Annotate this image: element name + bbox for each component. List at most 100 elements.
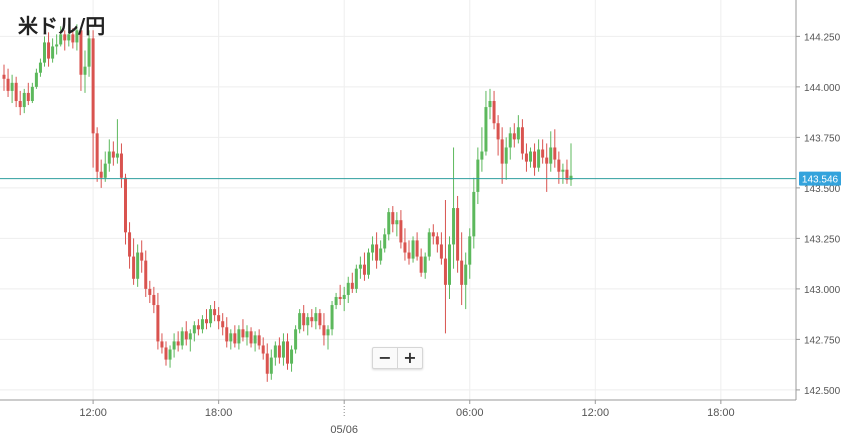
candle [128, 222, 132, 269]
candle [265, 343, 269, 382]
candle [492, 90, 496, 130]
candle-body [200, 319, 204, 330]
candle-body [452, 208, 456, 245]
current-price-label: 143.546 [802, 175, 839, 186]
y-tick-label: 143.500 [804, 184, 841, 195]
candle [164, 341, 168, 366]
candle [529, 147, 532, 168]
candle-body [18, 101, 22, 108]
candle [188, 329, 192, 352]
candle [26, 82, 30, 106]
candle [423, 252, 427, 279]
candle [168, 345, 172, 368]
candle [115, 119, 119, 164]
candle [217, 307, 221, 330]
candle-body [403, 242, 407, 253]
candle [443, 200, 447, 334]
candle-body [371, 244, 375, 253]
candle [261, 337, 265, 360]
candle-body [273, 345, 277, 358]
candle [545, 143, 549, 192]
candle [399, 210, 403, 249]
candle [71, 28, 75, 49]
candle [103, 151, 107, 182]
candle-body [119, 153, 123, 178]
candle-body [103, 163, 107, 178]
candle [172, 333, 176, 358]
candle [273, 341, 277, 366]
candle [431, 224, 435, 245]
zoom-in-button[interactable]: + [403, 348, 417, 367]
candle-body [561, 169, 565, 172]
candle-body [330, 305, 334, 330]
candle-body [431, 232, 435, 237]
candle [306, 313, 310, 336]
candle-body [346, 282, 350, 295]
candle [415, 232, 419, 261]
candle [269, 349, 273, 380]
candle-body [306, 317, 310, 326]
candle-body [290, 349, 294, 364]
candle [314, 307, 318, 330]
y-tick-label: 142.750 [804, 335, 841, 346]
candle-body [241, 329, 245, 338]
candle-body [43, 42, 46, 63]
candle-body [91, 38, 95, 134]
candle-body [128, 232, 132, 257]
candle-body [407, 252, 411, 259]
zoom-out-button[interactable]: − [378, 348, 392, 367]
candle [245, 325, 249, 346]
candle-body [38, 62, 42, 73]
candle [229, 329, 233, 350]
candle-layer [2, 24, 573, 382]
candle-body [34, 72, 38, 87]
candle-body [415, 240, 419, 257]
candle-body [148, 288, 152, 295]
candle-body [456, 208, 460, 261]
candle-body [253, 335, 257, 344]
candle [192, 321, 196, 342]
candle [51, 38, 55, 63]
x-tick-label: 12:00 [582, 407, 610, 419]
candle [213, 301, 217, 322]
candle [383, 228, 387, 253]
candle [152, 286, 156, 314]
candle-body [140, 252, 144, 261]
candle [439, 232, 443, 265]
candle [411, 236, 415, 263]
candle-body [205, 319, 208, 324]
candle [480, 127, 484, 172]
candle-body [512, 133, 516, 140]
candle [140, 240, 144, 273]
y-tick-label: 143.000 [804, 285, 841, 296]
candle [375, 232, 379, 269]
candle-body [2, 74, 6, 79]
current-price-tag [799, 171, 841, 186]
candle [541, 139, 545, 164]
candle-body [565, 169, 569, 180]
candle [14, 76, 18, 108]
candle-body [221, 321, 225, 328]
candle-body [342, 294, 346, 299]
candle [75, 24, 79, 51]
candle-body [59, 34, 63, 45]
candle [47, 32, 51, 67]
candle [30, 82, 34, 104]
price-layer: 143.546 [0, 171, 841, 186]
candle-body [545, 157, 549, 164]
candle [38, 58, 42, 77]
candle [334, 292, 338, 310]
candle-body [83, 66, 87, 75]
candle-body [269, 357, 273, 374]
candle-body [496, 123, 500, 140]
candle [419, 248, 423, 277]
candle [346, 276, 350, 304]
candle [391, 206, 395, 233]
candle [253, 331, 257, 352]
candle-body [136, 252, 140, 279]
candle-body [310, 317, 314, 322]
candle [281, 333, 285, 366]
candle-body [6, 78, 10, 91]
axis-layer: 142.500 142.750 143.000 143.250 143.500 143.7… [0, 0, 841, 436]
